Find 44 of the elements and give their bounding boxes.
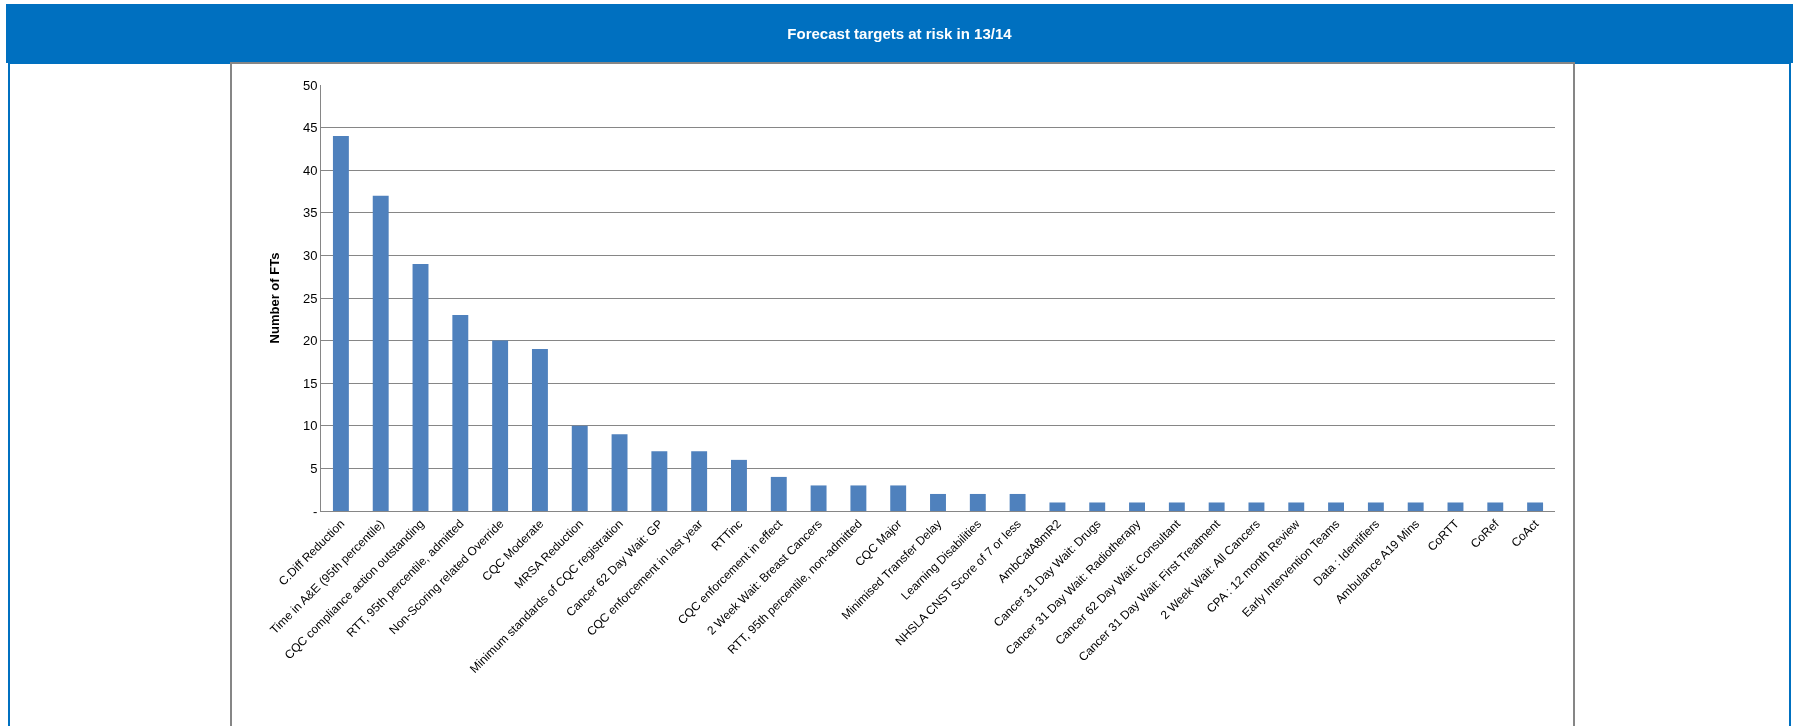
bar [651,451,668,511]
bar [1009,493,1026,511]
bar [930,493,946,511]
bar [691,451,708,511]
bar [969,493,986,511]
chart-title: Forecast targets at risk in 13/14 [787,25,1013,43]
bar [850,485,867,511]
bar [770,476,787,511]
bar [452,315,469,511]
y-tick-label: 50 [302,77,318,93]
bar [1168,502,1185,511]
bar [1248,502,1265,511]
y-tick-label: 10 [302,418,318,434]
bar [492,340,509,511]
y-tick-label: 15 [302,375,318,391]
y-tick-label: 40 [302,162,318,178]
y-tick-label: 5 [310,460,318,476]
y-tick-label: 30 [302,247,318,263]
bar [1367,502,1384,511]
bar [1208,502,1225,511]
y-axis-title: Number of FTs [266,252,282,344]
bar [1049,502,1066,511]
bar [1447,502,1464,511]
bar [890,485,907,511]
bar [1487,502,1504,511]
y-tick-label: 25 [302,290,318,306]
bar [1407,502,1424,511]
y-tick-label: 35 [302,205,318,221]
bar [332,136,349,511]
bar [1129,502,1145,511]
bar [810,485,827,511]
bar [1288,502,1305,511]
bar [1527,502,1544,511]
y-tick-label: 20 [302,333,318,349]
bar [531,349,548,511]
y-tick-label: 45 [302,120,318,136]
bar [611,434,628,511]
bar [412,263,429,511]
y-tick-label: - [313,503,318,519]
bar [731,459,747,511]
bar [372,195,389,511]
bar [1328,502,1345,511]
bar [1089,502,1106,511]
bar [571,425,588,511]
